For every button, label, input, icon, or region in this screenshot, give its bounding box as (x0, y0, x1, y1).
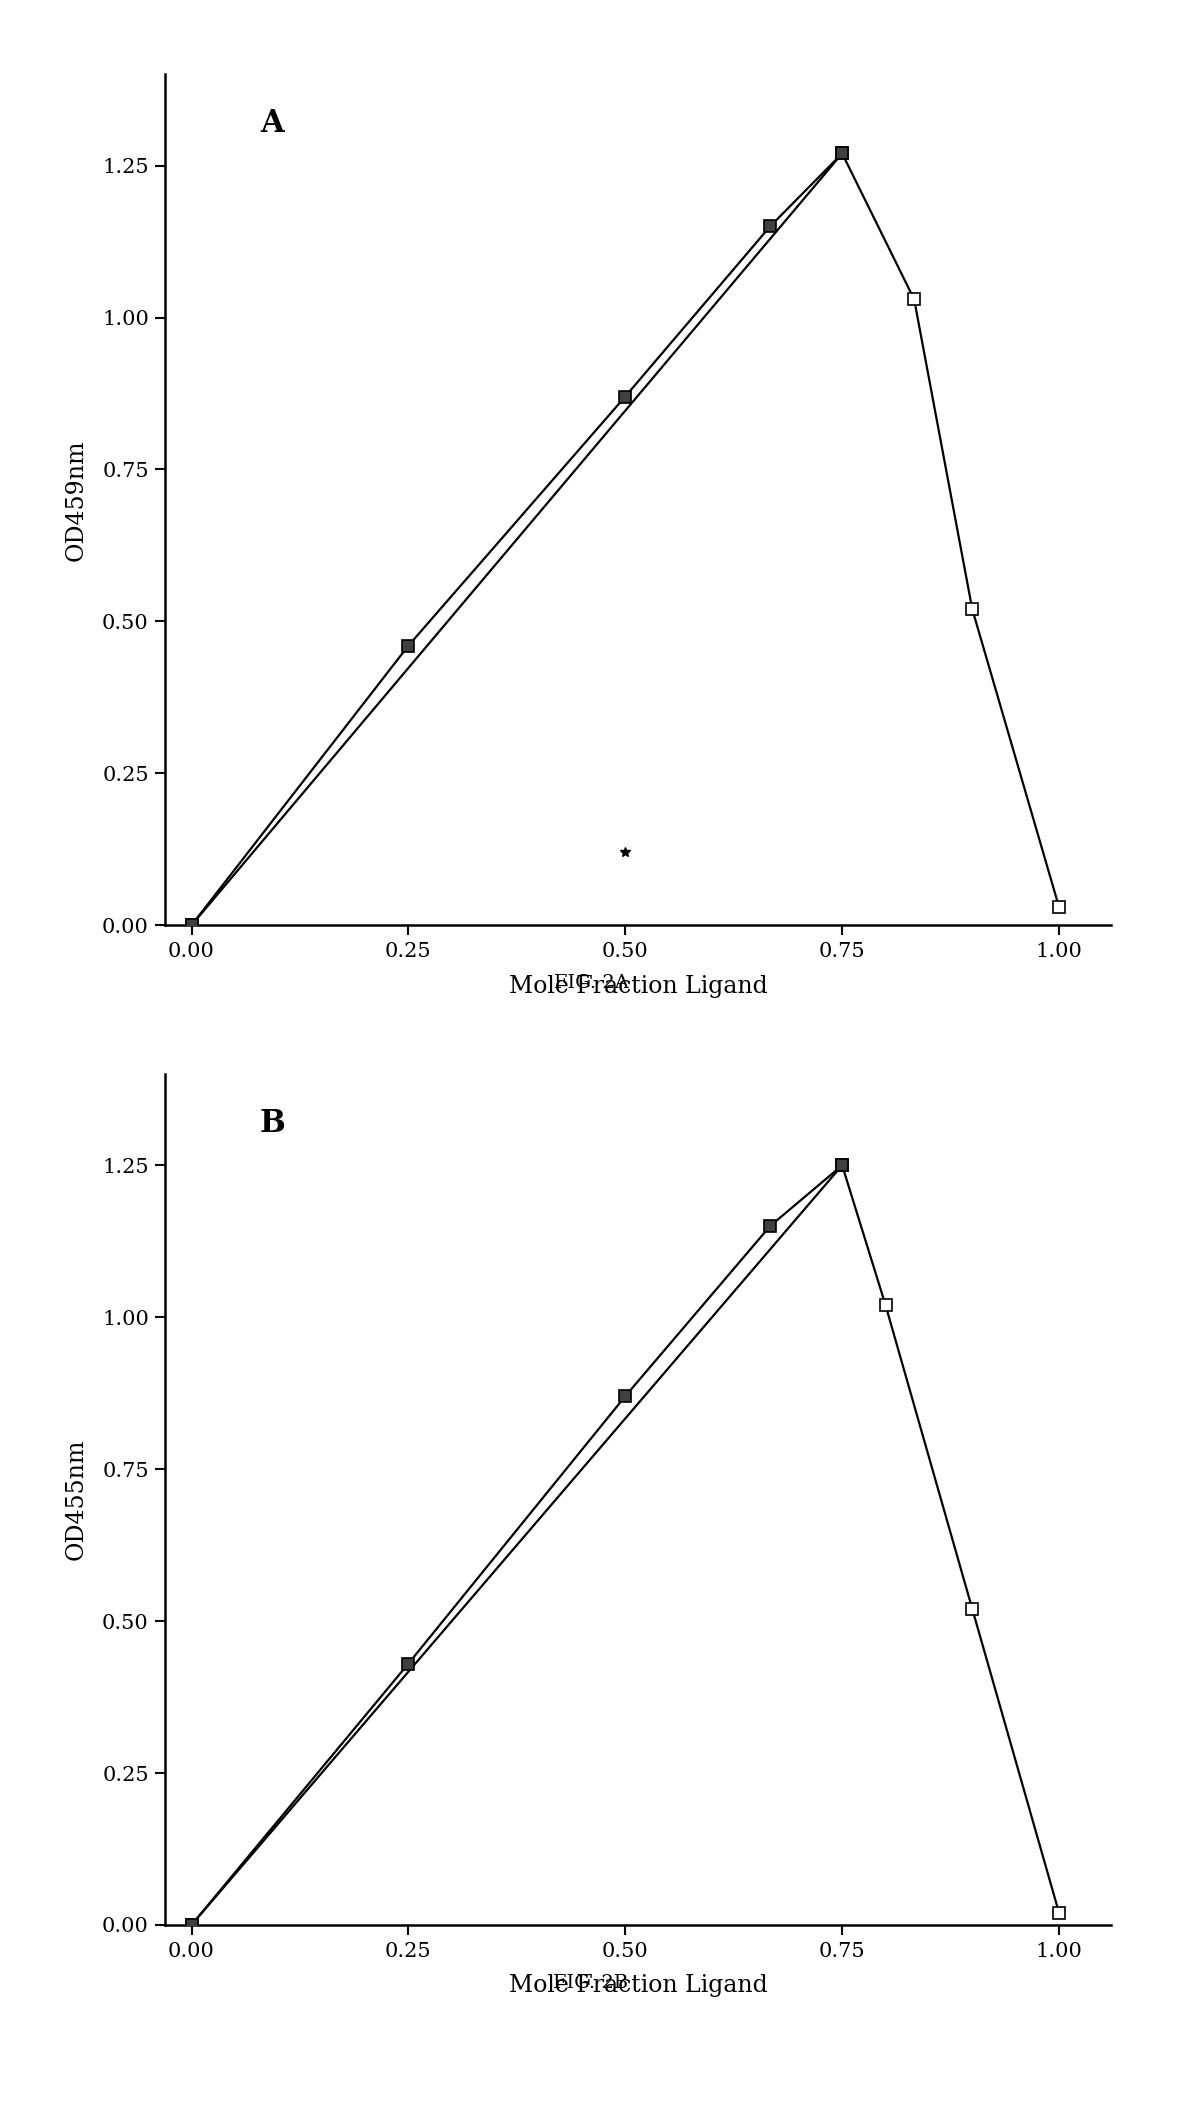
X-axis label: Mole Fraction Ligand: Mole Fraction Ligand (509, 974, 767, 998)
X-axis label: Mole Fraction Ligand: Mole Fraction Ligand (509, 1974, 767, 1997)
Text: A: A (260, 108, 284, 140)
Y-axis label: OD459nm: OD459nm (65, 438, 87, 562)
Text: B: B (260, 1108, 286, 1140)
Y-axis label: OD455nm: OD455nm (65, 1438, 87, 1561)
Text: FIG. 2B: FIG. 2B (553, 1974, 629, 1991)
Text: FIG. 2A: FIG. 2A (553, 974, 629, 991)
